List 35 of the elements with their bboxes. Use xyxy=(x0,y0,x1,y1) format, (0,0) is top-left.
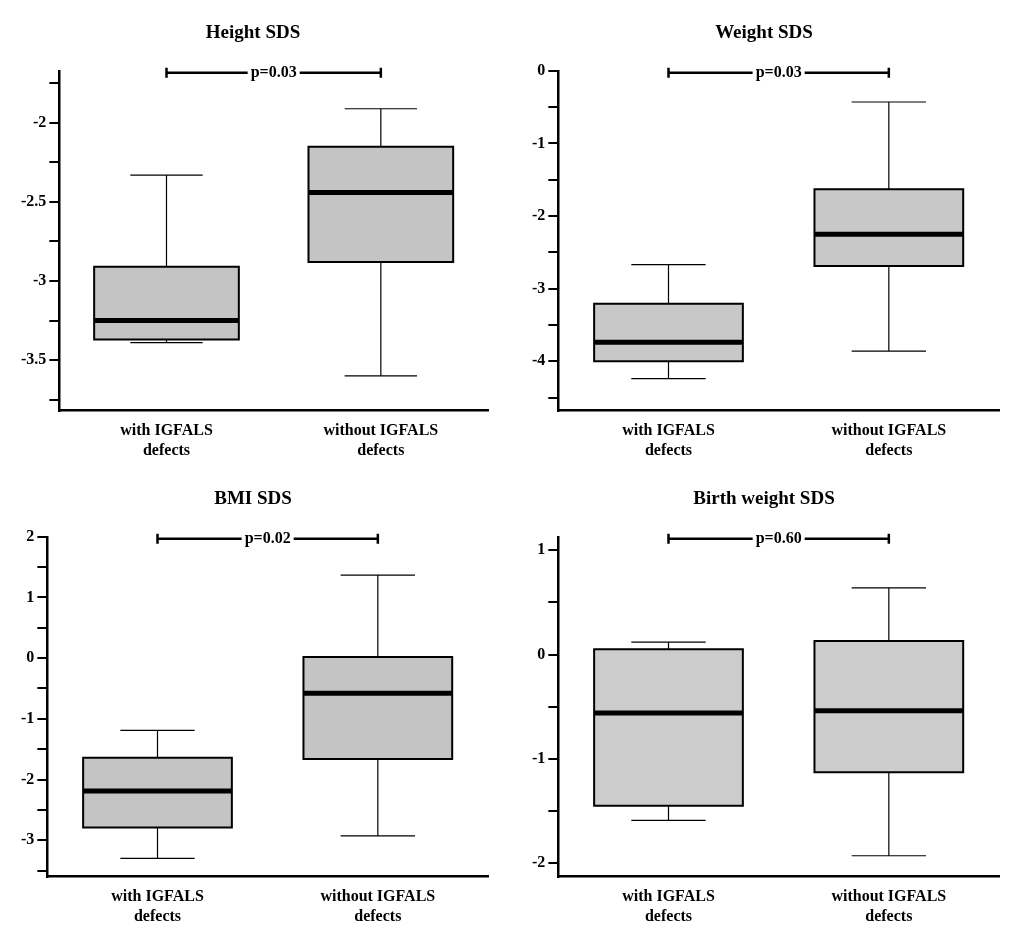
x-tick-label: with IGFALS defects xyxy=(120,421,213,458)
x-tick-label: with IGFALS defects xyxy=(622,887,715,924)
chart-title: Weight SDS xyxy=(715,21,813,43)
chart-title: BMI SDS xyxy=(214,487,292,509)
annotation: p=0.60 xyxy=(755,528,802,547)
x-tick-label: without IGFALS defects xyxy=(320,887,436,924)
y-tick-label: 0 xyxy=(537,644,546,662)
chart-title: Birth weight SDS xyxy=(693,487,835,509)
chart-title: Height SDS xyxy=(205,21,301,43)
y-tick-label: -2 xyxy=(33,113,47,131)
annotation: p=0.03 xyxy=(755,62,802,81)
x-tick-label: without IGFALS defects xyxy=(323,421,439,458)
y-tick-label: 0 xyxy=(537,60,546,78)
y-tick-label: -2.5 xyxy=(21,192,47,210)
y-tick-label: -4 xyxy=(532,351,546,369)
y-tick-label: -2 xyxy=(532,206,546,224)
y-tick-label: -2 xyxy=(532,853,546,871)
y-tick-label: 0 xyxy=(26,648,35,666)
x-tick-label: without IGFALS defects xyxy=(831,887,947,924)
y-tick-label: -1 xyxy=(532,748,546,766)
y-tick-label: 1 xyxy=(537,540,546,558)
y-tick-label: -3.5 xyxy=(21,350,47,368)
x-tick-label: without IGFALS defects xyxy=(831,421,947,458)
y-tick-label: -2 xyxy=(21,769,35,787)
y-tick-label: -3 xyxy=(33,271,47,289)
y-tick-label: -1 xyxy=(532,133,546,151)
y-tick-label: -3 xyxy=(532,278,546,296)
y-tick-label: -3 xyxy=(21,830,35,848)
y-tick-label: 2 xyxy=(26,526,35,544)
y-tick-label: -1 xyxy=(21,708,35,726)
annotation: p=0.02 xyxy=(244,528,291,547)
annotation: p=0.03 xyxy=(250,62,297,81)
y-tick-label: 1 xyxy=(26,587,35,605)
x-tick-label: with IGFALS defects xyxy=(622,421,715,458)
x-tick-label: with IGFALS defects xyxy=(111,887,204,924)
